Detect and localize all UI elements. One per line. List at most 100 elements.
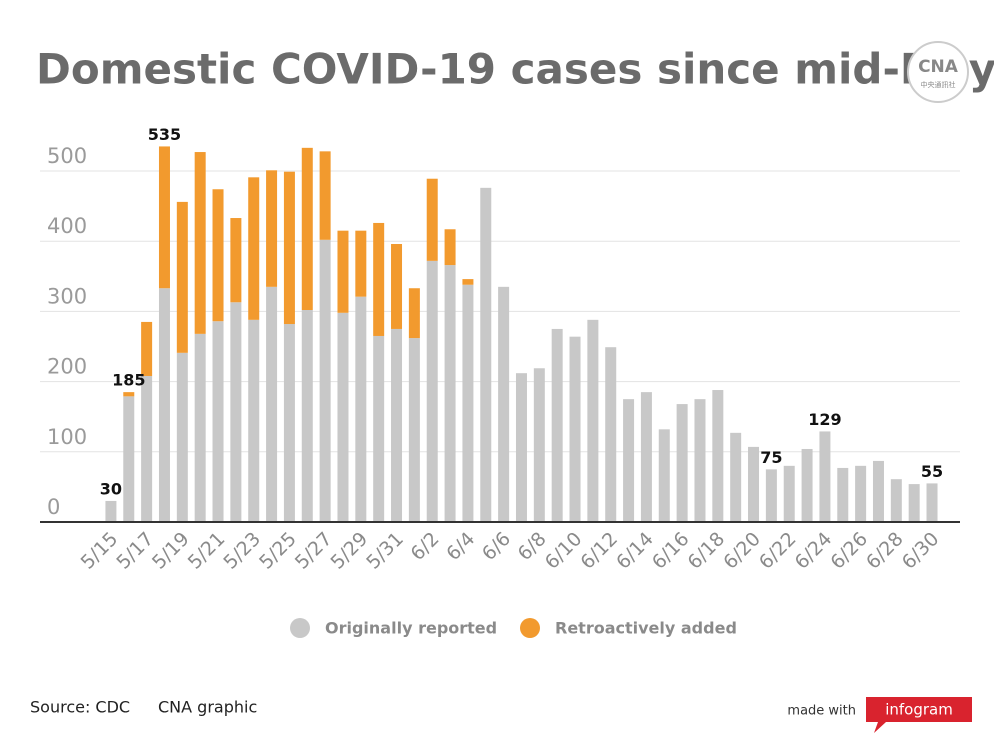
x-tick-label: 6/6 <box>478 528 515 565</box>
bar-segment <box>391 328 403 522</box>
total-label: 535 <box>148 125 181 144</box>
bar-segment <box>266 170 278 287</box>
bar-segment <box>676 404 688 522</box>
x-tick-label: 6/10 <box>541 528 587 574</box>
x-tick-label: 6/4 <box>442 528 479 565</box>
y-tick-label: 100 <box>47 425 87 449</box>
bar-segment <box>176 201 188 353</box>
y-tick-label: 300 <box>47 284 87 308</box>
logo-text: CNA <box>918 57 959 77</box>
bar-segment <box>926 483 938 522</box>
bar-segment <box>391 244 403 329</box>
bar-segment <box>837 467 849 522</box>
logo <box>907 41 969 103</box>
bar-segment <box>783 465 795 522</box>
bar-segment <box>908 484 920 522</box>
bar-segment <box>194 152 206 334</box>
bar-segment <box>748 446 760 522</box>
bar-segment <box>462 284 474 522</box>
x-tick-label: 5/17 <box>112 528 158 574</box>
total-label: 75 <box>760 448 782 467</box>
total-label: 185 <box>112 371 145 390</box>
bar-segment <box>658 429 670 522</box>
bar-segment <box>283 171 295 325</box>
bar-segment <box>872 460 884 522</box>
chart-title: Domestic COVID-19 cases since mid-May <box>36 45 994 94</box>
x-tick-label: 6/26 <box>826 528 872 574</box>
bar-segment <box>283 324 295 522</box>
bar-segment <box>248 177 260 320</box>
x-tick-label: 6/2 <box>406 528 443 565</box>
brand: infogram <box>885 701 953 719</box>
bar-segment <box>498 286 510 522</box>
bar-segment <box>426 178 438 261</box>
bar-segment <box>141 321 153 376</box>
legend-label: Originally reported <box>325 619 497 638</box>
bar-segment <box>373 222 385 336</box>
bar-segment <box>587 319 599 522</box>
x-tick-label: 6/18 <box>684 528 730 574</box>
bar-segment <box>141 375 153 522</box>
bar-segment <box>194 333 206 522</box>
bar-segment <box>266 286 278 522</box>
total-label: 30 <box>100 479 122 498</box>
bar-segment <box>605 347 617 522</box>
x-tick-label: 6/22 <box>755 528 801 574</box>
bar-segment <box>551 328 563 522</box>
bar-segment <box>640 392 652 522</box>
x-tick-label: 5/27 <box>291 528 337 574</box>
made-with: made with <box>787 704 856 719</box>
bar-segment <box>230 302 242 522</box>
x-tick-label: 6/20 <box>719 528 765 574</box>
total-label: 55 <box>921 462 943 481</box>
brand-badge <box>866 697 972 733</box>
legend-label: Retroactively added <box>555 619 737 638</box>
y-tick-label: 200 <box>47 355 87 379</box>
x-tick-label: 5/19 <box>148 528 194 574</box>
bar-segment <box>765 469 777 522</box>
bar-segment <box>230 218 242 303</box>
source: Source: CDC <box>30 698 130 717</box>
x-tick-label: 6/30 <box>898 528 944 574</box>
bar-segment <box>408 288 420 339</box>
bar-segment <box>569 336 581 522</box>
bar-segment <box>426 260 438 522</box>
bar-segment <box>158 288 170 522</box>
bar-segment <box>712 390 724 522</box>
bar-segment <box>158 146 170 289</box>
x-tick-label: 6/14 <box>612 528 658 574</box>
bar-segment <box>319 151 331 240</box>
x-tick-label: 5/25 <box>255 528 301 574</box>
y-tick-label: 500 <box>47 144 87 168</box>
bar-segment <box>462 279 474 285</box>
bar-segment <box>337 230 349 313</box>
bar-segment <box>515 373 527 522</box>
total-label: 129 <box>808 410 841 429</box>
bar-segment <box>355 230 367 297</box>
bar-segment <box>801 448 813 522</box>
bar-segment <box>301 309 313 522</box>
bar-segment <box>105 500 117 522</box>
bar-segment <box>408 338 420 522</box>
x-tick-label: 5/21 <box>184 528 230 574</box>
x-tick-label: 5/31 <box>362 528 408 574</box>
bar-segment <box>480 187 492 522</box>
logo-subtext: 中央通訊社 <box>921 80 956 89</box>
bar-segment <box>355 296 367 522</box>
x-tick-label: 6/16 <box>648 528 694 574</box>
bar-segment <box>890 479 902 522</box>
bar-segment <box>248 319 260 522</box>
bar-segment <box>694 399 706 522</box>
bar-segment <box>319 239 331 522</box>
bar-segment <box>176 352 188 522</box>
x-tick-label: 5/23 <box>219 528 265 574</box>
bar-segment <box>337 312 349 522</box>
x-tick-label: 5/15 <box>77 528 123 574</box>
x-tick-label: 6/12 <box>576 528 622 574</box>
bar-segment <box>444 229 456 266</box>
y-tick-label: 0 <box>47 495 60 519</box>
bar-segment <box>212 189 224 322</box>
x-tick-label: 6/24 <box>791 528 837 574</box>
credit: CNA graphic <box>158 698 257 717</box>
